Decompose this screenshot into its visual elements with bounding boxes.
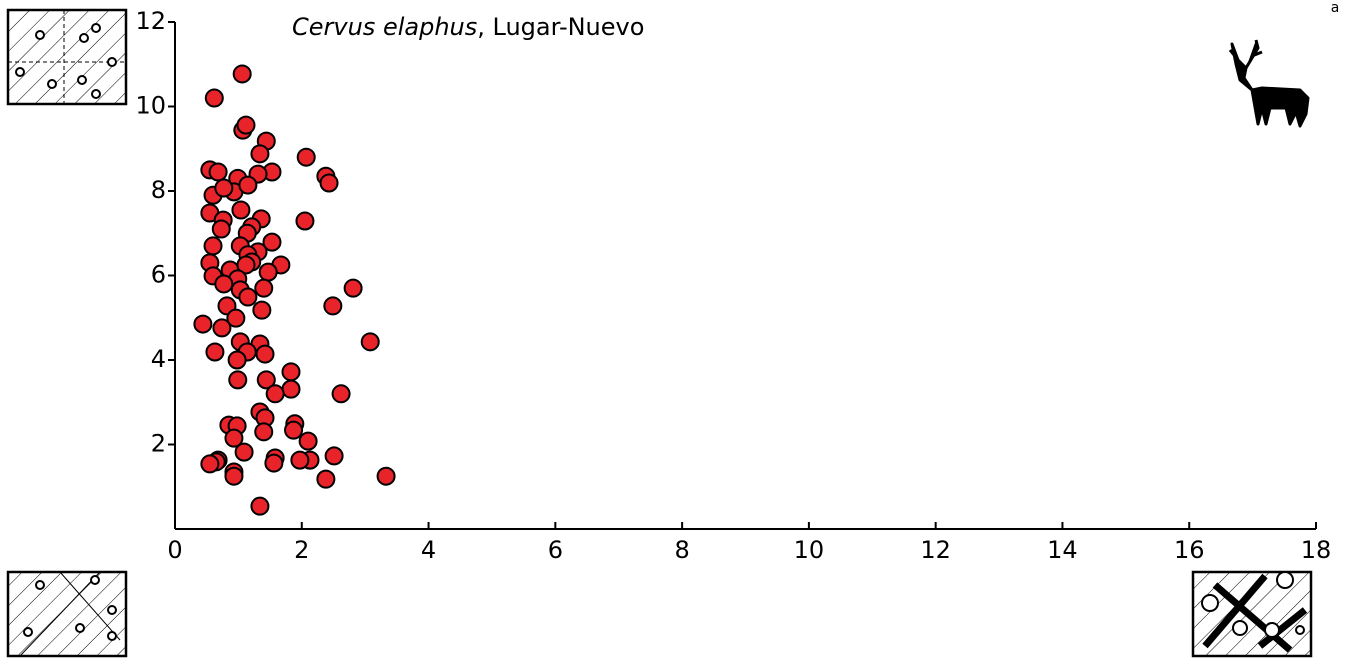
point xyxy=(227,350,247,370)
point xyxy=(281,362,301,382)
point xyxy=(238,175,258,195)
x-tick-label: 0 xyxy=(167,536,182,564)
point xyxy=(319,173,339,193)
y-tick-label: 10 xyxy=(135,92,166,120)
point xyxy=(224,466,244,486)
point xyxy=(254,278,274,298)
point xyxy=(324,446,344,466)
point xyxy=(298,431,318,451)
point xyxy=(214,274,234,294)
point xyxy=(250,144,270,164)
point xyxy=(236,115,256,135)
point xyxy=(238,287,258,307)
x-tick-label: 12 xyxy=(920,536,951,564)
point xyxy=(265,384,285,404)
point xyxy=(236,255,256,275)
y-tick-label: 8 xyxy=(151,176,166,204)
title-rest: , Lugar-Nuevo xyxy=(477,13,644,41)
point xyxy=(214,178,234,198)
icon-bottom-left xyxy=(6,570,128,658)
point xyxy=(208,162,228,182)
x-tick-label: 16 xyxy=(1174,536,1205,564)
title-species: Cervus elaphus xyxy=(292,13,477,41)
y-tick-label: 2 xyxy=(151,430,166,458)
icon-bottom-right xyxy=(1191,570,1313,658)
chart-title: Cervus elaphus, Lugar-Nuevo xyxy=(292,13,644,41)
point xyxy=(224,428,244,448)
point xyxy=(205,342,225,362)
point xyxy=(281,379,301,399)
point xyxy=(211,219,231,239)
point xyxy=(256,370,276,390)
point xyxy=(296,147,316,167)
point xyxy=(232,64,252,84)
panel-label: a xyxy=(1331,0,1340,16)
y-tick-label: 4 xyxy=(151,345,166,373)
point xyxy=(284,420,304,440)
point xyxy=(231,200,251,220)
point xyxy=(226,308,246,328)
point xyxy=(250,496,270,516)
point xyxy=(203,236,223,256)
point xyxy=(264,453,284,473)
x-tick-label: 8 xyxy=(674,536,689,564)
y-tick-label: 6 xyxy=(151,261,166,289)
point xyxy=(204,88,224,108)
point xyxy=(234,442,254,462)
point xyxy=(254,422,274,442)
point xyxy=(255,344,275,364)
point xyxy=(258,262,278,282)
deer-icon xyxy=(1228,39,1310,128)
point xyxy=(343,278,363,298)
x-tick-label: 10 xyxy=(794,536,825,564)
point xyxy=(193,314,213,334)
point xyxy=(376,466,396,486)
x-tick-label: 6 xyxy=(548,536,563,564)
point xyxy=(228,370,248,390)
point xyxy=(212,318,232,338)
y-tick-label: 12 xyxy=(135,7,166,35)
point xyxy=(323,296,343,316)
icon-top-left xyxy=(6,8,128,106)
point xyxy=(290,450,310,470)
point xyxy=(200,454,220,474)
x-tick-label: 14 xyxy=(1047,536,1078,564)
point xyxy=(331,384,351,404)
point xyxy=(252,300,272,320)
point xyxy=(262,232,282,252)
x-tick-label: 2 xyxy=(294,536,309,564)
point xyxy=(295,211,315,231)
point xyxy=(316,469,336,489)
point xyxy=(360,332,380,352)
x-tick-label: 4 xyxy=(421,536,436,564)
x-tick-label: 18 xyxy=(1301,536,1332,564)
